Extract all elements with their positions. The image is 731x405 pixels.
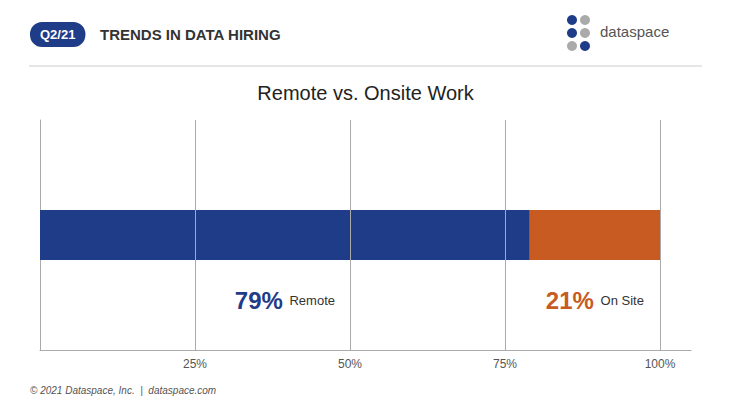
svg-text:TRENDS IN DATA HIRING: TRENDS IN DATA HIRING <box>100 26 281 43</box>
svg-text:Q2/21: Q2/21 <box>40 27 75 42</box>
svg-text:© 2021 Dataspace, Inc. | dat: © 2021 Dataspace, Inc. | dataspace.com <box>30 385 216 396</box>
svg-text:79%: 79% <box>235 287 283 314</box>
svg-text:Remote vs. Onsite Work: Remote vs. Onsite Work <box>257 82 474 104</box>
svg-text:50%: 50% <box>338 357 362 371</box>
svg-text:75%: 75% <box>493 357 517 371</box>
svg-text:25%: 25% <box>183 357 207 371</box>
svg-text:100%: 100% <box>645 357 676 371</box>
svg-text:Remote: Remote <box>289 293 335 308</box>
svg-text:dataspace: dataspace <box>600 23 669 40</box>
svg-text:On Site: On Site <box>601 293 644 308</box>
svg-text:21%: 21% <box>546 287 594 314</box>
